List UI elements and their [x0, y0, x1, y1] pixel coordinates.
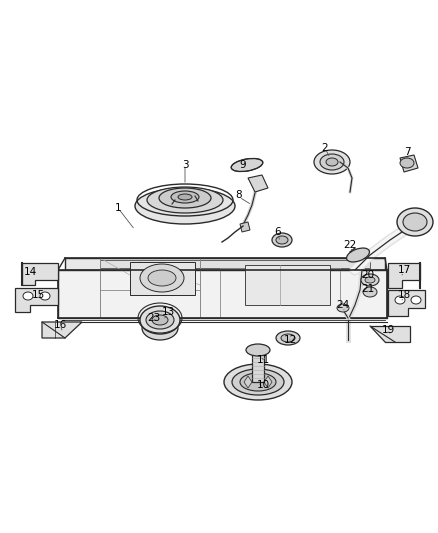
Text: 21: 21: [361, 284, 374, 294]
Ellipse shape: [240, 373, 276, 391]
Text: 23: 23: [147, 313, 161, 323]
Ellipse shape: [171, 191, 199, 203]
Ellipse shape: [276, 331, 300, 345]
Polygon shape: [130, 262, 195, 295]
Text: 16: 16: [53, 320, 67, 330]
Text: 10: 10: [256, 380, 269, 390]
Polygon shape: [248, 175, 268, 192]
Polygon shape: [370, 326, 410, 342]
Polygon shape: [244, 376, 252, 388]
Text: 6: 6: [275, 227, 281, 237]
Ellipse shape: [281, 334, 295, 342]
Polygon shape: [240, 222, 250, 232]
Text: 20: 20: [361, 270, 374, 280]
Ellipse shape: [40, 292, 50, 300]
Text: 13: 13: [161, 307, 175, 317]
Text: 3: 3: [182, 160, 188, 170]
Ellipse shape: [135, 188, 235, 224]
Ellipse shape: [140, 306, 180, 334]
Ellipse shape: [224, 364, 292, 400]
Polygon shape: [22, 263, 58, 285]
Text: 15: 15: [32, 290, 45, 300]
Polygon shape: [400, 155, 418, 172]
Text: 2: 2: [321, 143, 328, 153]
Ellipse shape: [395, 296, 405, 304]
Polygon shape: [100, 260, 370, 268]
Text: 14: 14: [23, 267, 37, 277]
Polygon shape: [388, 290, 425, 316]
Text: 19: 19: [381, 325, 395, 335]
Text: 7: 7: [404, 147, 410, 157]
Polygon shape: [252, 350, 264, 382]
Text: 18: 18: [397, 290, 411, 300]
Ellipse shape: [403, 213, 427, 231]
Ellipse shape: [365, 277, 375, 283]
Ellipse shape: [147, 187, 223, 213]
Ellipse shape: [361, 274, 379, 286]
Ellipse shape: [159, 188, 211, 208]
Ellipse shape: [276, 236, 288, 244]
Ellipse shape: [231, 158, 263, 172]
Text: 12: 12: [283, 335, 297, 345]
Ellipse shape: [148, 270, 176, 286]
Polygon shape: [264, 376, 272, 388]
Ellipse shape: [320, 154, 344, 170]
Ellipse shape: [146, 311, 174, 329]
Text: 8: 8: [236, 190, 242, 200]
Polygon shape: [58, 270, 387, 318]
Polygon shape: [15, 288, 58, 312]
Ellipse shape: [246, 344, 270, 356]
Ellipse shape: [178, 194, 192, 200]
Ellipse shape: [411, 296, 421, 304]
Text: 24: 24: [336, 300, 350, 310]
Ellipse shape: [140, 264, 184, 292]
Ellipse shape: [272, 233, 292, 247]
Polygon shape: [42, 322, 82, 338]
Ellipse shape: [314, 150, 350, 174]
Ellipse shape: [337, 304, 349, 312]
Text: 9: 9: [240, 160, 246, 170]
Ellipse shape: [400, 158, 414, 168]
Text: 1: 1: [115, 203, 121, 213]
Text: 11: 11: [256, 355, 270, 365]
Text: 17: 17: [397, 265, 411, 275]
Ellipse shape: [232, 369, 284, 395]
Ellipse shape: [23, 292, 33, 300]
Ellipse shape: [346, 248, 370, 262]
Polygon shape: [388, 263, 420, 288]
Ellipse shape: [142, 316, 178, 340]
Polygon shape: [245, 265, 330, 305]
Ellipse shape: [397, 208, 433, 236]
Ellipse shape: [363, 287, 377, 297]
Polygon shape: [65, 258, 385, 270]
Ellipse shape: [326, 158, 338, 166]
Text: 22: 22: [343, 240, 357, 250]
Ellipse shape: [152, 315, 168, 325]
